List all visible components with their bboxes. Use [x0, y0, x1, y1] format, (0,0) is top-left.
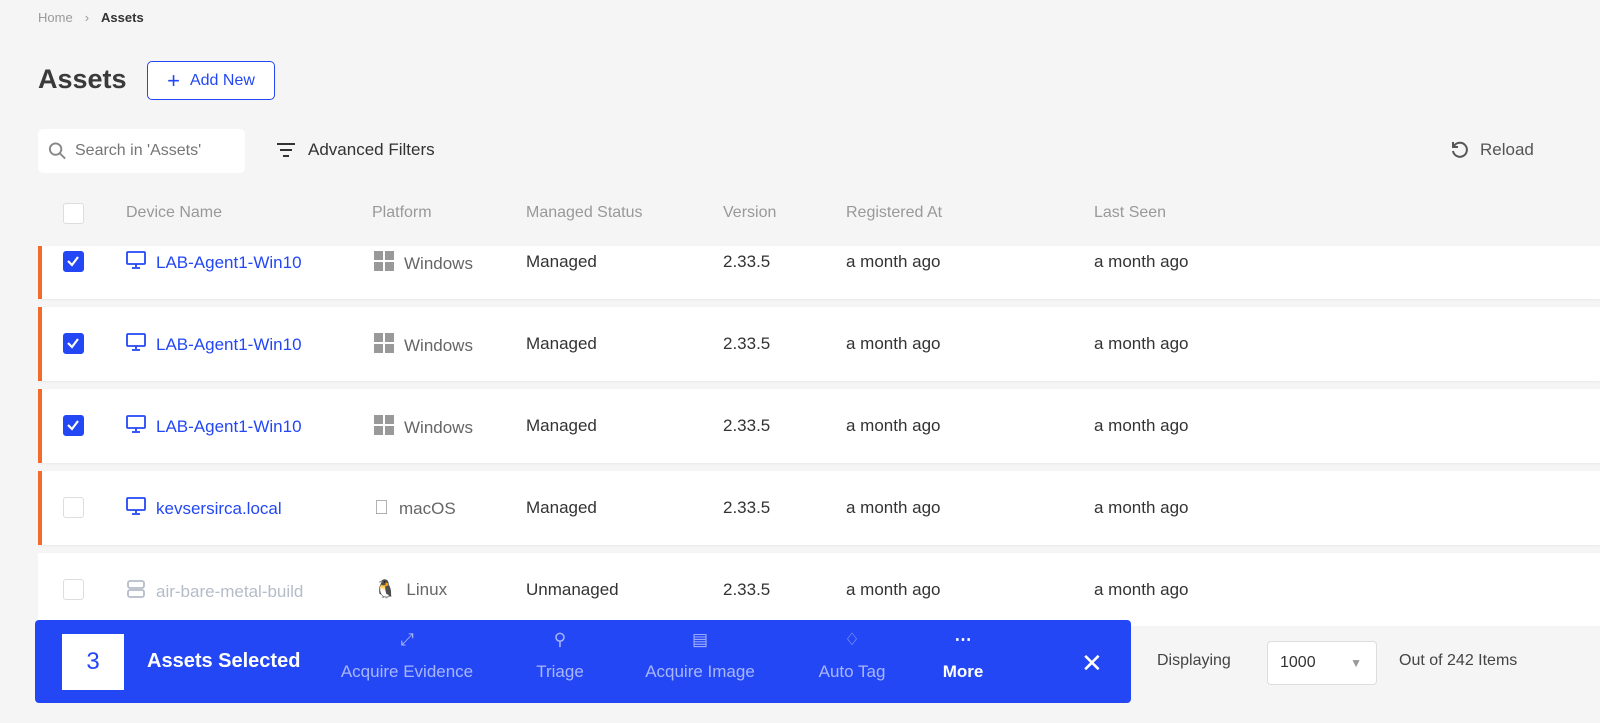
selection-bar: 3 Assets Selected ⤢ Acquire Evidence ⚲ Tri…: [35, 620, 1131, 703]
asset-table-body: LAB-Agent1-Win10 Windows Managed 2.33.5 …: [38, 246, 1600, 626]
plus-icon: +: [167, 67, 180, 93]
last-seen-cell: a month ago: [1094, 416, 1189, 435]
platform-cell: Windows: [374, 333, 473, 358]
column-platform[interactable]: Platform: [372, 204, 432, 221]
column-registered-at[interactable]: Registered At: [846, 204, 943, 221]
device-name-link[interactable]: LAB-Agent1-Win10: [126, 333, 302, 356]
breadcrumb-home[interactable]: Home: [38, 10, 73, 25]
search-icon: [48, 142, 66, 160]
displaying-label: Displaying: [1157, 652, 1231, 669]
device-name-link[interactable]: LAB-Agent1-Win10: [126, 415, 302, 438]
platform-cell: macOS: [374, 497, 456, 520]
row-checkbox[interactable]: [63, 415, 84, 436]
monitor-icon: [126, 497, 146, 520]
reload-button[interactable]: Reload: [1450, 140, 1534, 160]
version-cell: 2.33.5: [723, 498, 771, 517]
filter-icon: [277, 143, 295, 157]
linux-icon: 🐧: [374, 579, 397, 599]
advanced-filters-button[interactable]: Advanced Filters: [276, 140, 435, 160]
selected-count: 3: [62, 634, 124, 690]
more-button[interactable]: ⋯ More: [942, 630, 984, 681]
registered-at-cell: a month ago: [846, 416, 941, 435]
column-version[interactable]: Version: [723, 204, 777, 221]
select-all-checkbox[interactable]: [63, 203, 84, 224]
managed-status-cell: Unmanaged: [526, 580, 619, 599]
close-icon[interactable]: ✕: [1081, 648, 1103, 678]
platform-cell: 🐧 Linux: [374, 579, 448, 599]
drive-icon: ▤: [691, 630, 709, 649]
registered-at-cell: a month ago: [846, 580, 941, 599]
last-seen-cell: a month ago: [1094, 498, 1189, 517]
windows-icon: [374, 251, 394, 276]
compress-icon: ⤢: [400, 630, 414, 649]
breadcrumb-current: Assets: [101, 10, 144, 25]
last-seen-cell: a month ago: [1094, 580, 1189, 599]
version-cell: 2.33.5: [723, 416, 771, 435]
windows-icon: [374, 415, 394, 440]
total-items-label: Out of 242 Items: [1399, 652, 1518, 669]
table-row[interactable]: LAB-Agent1-Win10 Windows Managed 2.33.5 …: [38, 246, 1600, 299]
check-icon: [67, 256, 79, 267]
column-device-name[interactable]: Device Name: [126, 204, 223, 221]
column-last-seen[interactable]: Last Seen: [1094, 204, 1167, 221]
last-seen-cell: a month ago: [1094, 334, 1189, 353]
page-size-select[interactable]: 1000 ▼: [1267, 641, 1377, 685]
server-icon: [126, 579, 146, 604]
row-checkbox[interactable]: [63, 497, 84, 518]
row-checkbox[interactable]: [63, 333, 84, 354]
check-icon: [67, 338, 79, 349]
platform-cell: Windows: [374, 415, 473, 440]
managed-status-cell: Managed: [526, 252, 597, 271]
more-dots-icon: ⋯: [954, 630, 972, 649]
monitor-icon: [126, 251, 146, 274]
monitor-icon: [126, 333, 146, 356]
device-name-link[interactable]: kevsersirca.local: [126, 497, 282, 520]
tag-icon: ♢: [844, 630, 860, 649]
acquire-image-button[interactable]: ▤ Acquire Image: [645, 630, 755, 681]
platform-cell: Windows: [374, 251, 473, 276]
magnifier-icon: ⚲: [553, 630, 567, 649]
apple-icon: : [374, 497, 389, 520]
last-seen-cell: a month ago: [1094, 252, 1189, 271]
row-checkbox[interactable]: [63, 251, 84, 272]
registered-at-cell: a month ago: [846, 334, 941, 353]
chevron-right-icon: ›: [84, 10, 90, 25]
selected-label: Assets Selected: [147, 650, 301, 672]
table-row[interactable]: LAB-Agent1-Win10 Windows Managed 2.33.5 …: [38, 307, 1600, 381]
monitor-icon: [126, 415, 146, 438]
version-cell: 2.33.5: [723, 334, 771, 353]
row-checkbox[interactable]: [63, 579, 84, 600]
breadcrumb: Home › Assets: [38, 10, 144, 25]
version-cell: 2.33.5: [723, 252, 771, 271]
page-title: Assets: [38, 64, 127, 94]
table-row[interactable]: air-bare-metal-build 🐧 Linux Unmanaged 2.…: [38, 553, 1600, 626]
table-header: Device Name Platform Managed Status Vers…: [38, 203, 1600, 224]
search-box: [38, 129, 245, 173]
check-icon: [67, 420, 79, 431]
table-row[interactable]: kevsersirca.local macOS Managed 2.33.5 …: [38, 471, 1600, 545]
managed-status-cell: Managed: [526, 334, 597, 353]
managed-status-cell: Managed: [526, 498, 597, 517]
device-name-link[interactable]: air-bare-metal-build: [126, 579, 303, 604]
device-name-link[interactable]: LAB-Agent1-Win10: [126, 251, 302, 274]
reload-icon: [1452, 141, 1468, 158]
managed-status-cell: Managed: [526, 416, 597, 435]
table-row[interactable]: LAB-Agent1-Win10 Windows Managed 2.33.5 …: [38, 389, 1600, 463]
registered-at-cell: a month ago: [846, 252, 941, 271]
acquire-evidence-button[interactable]: ⤢ Acquire Evidence: [340, 630, 474, 681]
caret-down-icon: ▼: [1350, 656, 1362, 670]
windows-icon: [374, 333, 394, 358]
auto-tag-button[interactable]: ♢ Auto Tag: [818, 630, 886, 681]
version-cell: 2.33.5: [723, 580, 771, 599]
triage-button[interactable]: ⚲ Triage: [536, 630, 584, 681]
search-input[interactable]: [75, 142, 245, 160]
registered-at-cell: a month ago: [846, 498, 941, 517]
add-new-button[interactable]: + Add New: [147, 61, 275, 100]
column-managed-status[interactable]: Managed Status: [526, 204, 643, 221]
